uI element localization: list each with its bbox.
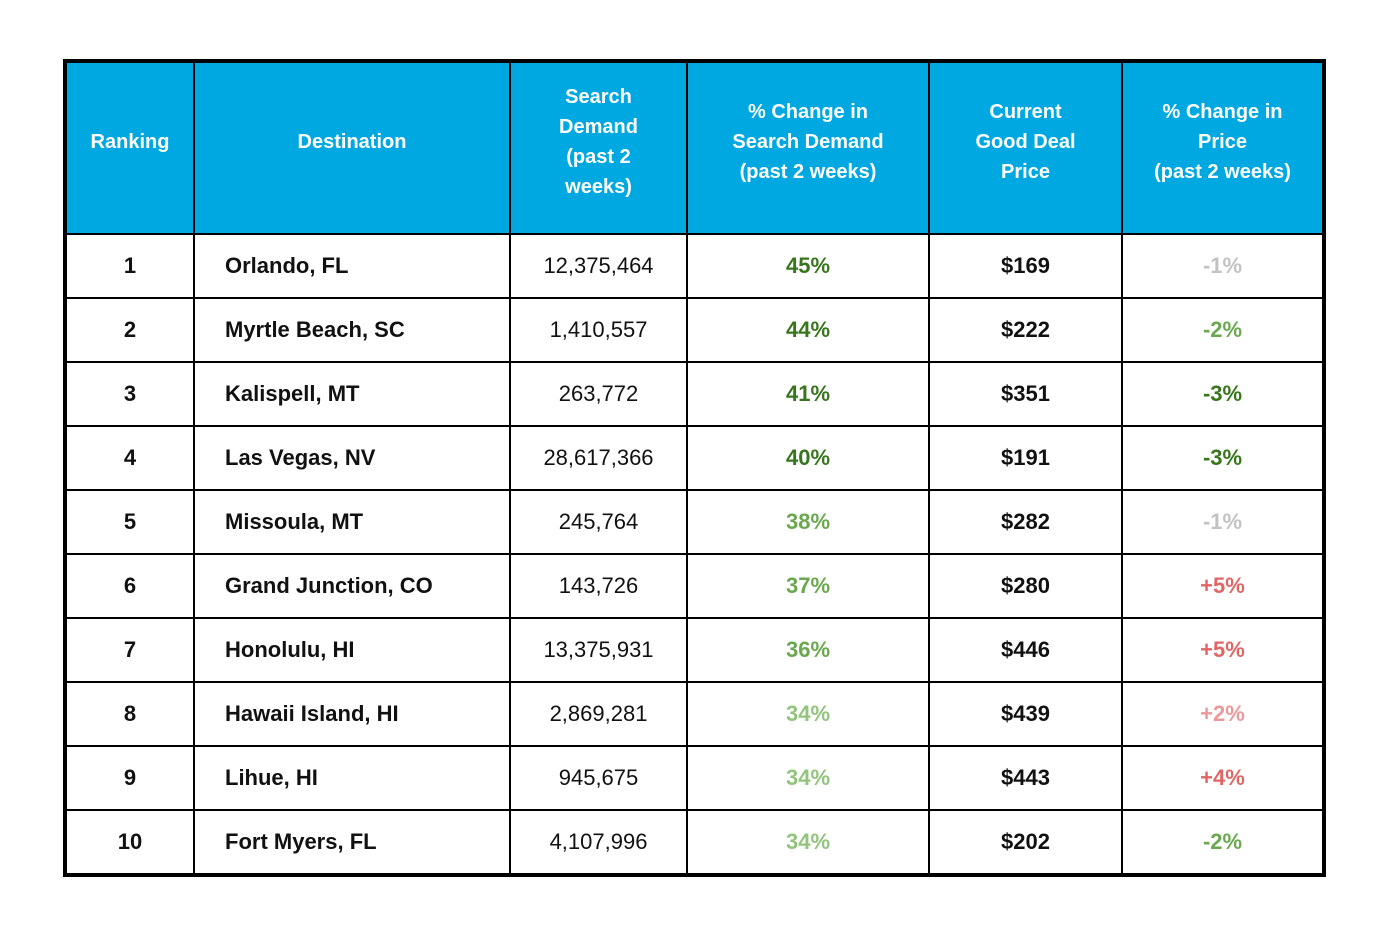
header-price-change: % Change in Price (past 2 weeks) <box>1121 60 1325 235</box>
search-demand-change-cell: 45% <box>686 233 930 299</box>
ranking-cell: 7 <box>64 617 195 683</box>
ranking-cell: 9 <box>64 745 195 811</box>
search-demand-cell: 945,675 <box>509 745 688 811</box>
destination-cell: Honolulu, HI <box>193 617 511 683</box>
table-row: 10 Fort Myers, FL 4,107,996 34% $202 -2% <box>64 809 1325 876</box>
search-demand-cell: 28,617,366 <box>509 425 688 491</box>
header-search-demand-change: % Change in Search Demand (past 2 weeks) <box>686 60 930 235</box>
search-demand-cell: 13,375,931 <box>509 617 688 683</box>
ranking-cell: 5 <box>64 489 195 555</box>
destination-cell: Kalispell, MT <box>193 361 511 427</box>
destination-cell: Fort Myers, FL <box>193 809 511 876</box>
destination-cell: Grand Junction, CO <box>193 553 511 619</box>
table-row: 6 Grand Junction, CO 143,726 37% $280 +5% <box>64 553 1325 619</box>
good-deal-price-cell: $443 <box>928 745 1123 811</box>
table-row: 7 Honolulu, HI 13,375,931 36% $446 +5% <box>64 617 1325 683</box>
search-demand-change-cell: 41% <box>686 361 930 427</box>
table-row: 1 Orlando, FL 12,375,464 45% $169 -1% <box>64 233 1325 299</box>
good-deal-price-cell: $439 <box>928 681 1123 747</box>
ranking-cell: 8 <box>64 681 195 747</box>
ranking-cell: 3 <box>64 361 195 427</box>
good-deal-price-cell: $351 <box>928 361 1123 427</box>
ranking-cell: 2 <box>64 297 195 363</box>
ranking-cell: 1 <box>64 233 195 299</box>
price-change-cell: -3% <box>1121 361 1325 427</box>
destination-search-demand-table: Ranking Destination Search Demand (past … <box>63 59 1326 877</box>
destination-cell: Missoula, MT <box>193 489 511 555</box>
search-demand-change-cell: 37% <box>686 553 930 619</box>
table-row: 2 Myrtle Beach, SC 1,410,557 44% $222 -2% <box>64 297 1325 363</box>
good-deal-price-cell: $282 <box>928 489 1123 555</box>
search-demand-change-cell: 38% <box>686 489 930 555</box>
header-ranking: Ranking <box>64 60 195 235</box>
good-deal-price-cell: $191 <box>928 425 1123 491</box>
price-change-cell: +5% <box>1121 553 1325 619</box>
good-deal-price-cell: $280 <box>928 553 1123 619</box>
search-demand-change-cell: 40% <box>686 425 930 491</box>
search-demand-cell: 143,726 <box>509 553 688 619</box>
header-good-deal-price: Current Good Deal Price <box>928 60 1123 235</box>
table-body: 1 Orlando, FL 12,375,464 45% $169 -1% 2 Myrtle … <box>64 233 1325 876</box>
table-row: 3 Kalispell, MT 263,772 41% $351 -3% <box>64 361 1325 427</box>
price-change-cell: -1% <box>1121 233 1325 299</box>
destination-cell: Lihue, HI <box>193 745 511 811</box>
table-row: 9 Lihue, HI 945,675 34% $443 +4% <box>64 745 1325 811</box>
header-destination: Destination <box>193 60 511 235</box>
table-row: 4 Las Vegas, NV 28,617,366 40% $191 -3% <box>64 425 1325 491</box>
good-deal-price-cell: $202 <box>928 809 1123 876</box>
search-demand-cell: 4,107,996 <box>509 809 688 876</box>
search-demand-cell: 245,764 <box>509 489 688 555</box>
table-row: 8 Hawaii Island, HI 2,869,281 34% $439 +2% <box>64 681 1325 747</box>
ranking-cell: 6 <box>64 553 195 619</box>
price-change-cell: -1% <box>1121 489 1325 555</box>
table-row: 5 Missoula, MT 245,764 38% $282 -1% <box>64 489 1325 555</box>
header-search-demand: Search Demand (past 2 weeks) <box>509 60 688 235</box>
good-deal-price-cell: $446 <box>928 617 1123 683</box>
search-demand-change-cell: 34% <box>686 745 930 811</box>
search-demand-cell: 263,772 <box>509 361 688 427</box>
search-demand-cell: 12,375,464 <box>509 233 688 299</box>
good-deal-price-cell: $169 <box>928 233 1123 299</box>
table-header: Ranking Destination Search Demand (past … <box>64 60 1325 235</box>
search-demand-change-cell: 34% <box>686 809 930 876</box>
ranking-cell: 4 <box>64 425 195 491</box>
destination-cell: Las Vegas, NV <box>193 425 511 491</box>
search-demand-change-cell: 36% <box>686 617 930 683</box>
price-change-cell: +4% <box>1121 745 1325 811</box>
search-demand-change-cell: 34% <box>686 681 930 747</box>
search-demand-cell: 2,869,281 <box>509 681 688 747</box>
price-change-cell: +5% <box>1121 617 1325 683</box>
price-change-cell: -3% <box>1121 425 1325 491</box>
price-change-cell: +2% <box>1121 681 1325 747</box>
price-change-cell: -2% <box>1121 297 1325 363</box>
search-demand-cell: 1,410,557 <box>509 297 688 363</box>
good-deal-price-cell: $222 <box>928 297 1123 363</box>
ranking-cell: 10 <box>64 809 195 876</box>
header-row: Ranking Destination Search Demand (past … <box>64 60 1325 235</box>
destination-cell: Myrtle Beach, SC <box>193 297 511 363</box>
destination-cell: Hawaii Island, HI <box>193 681 511 747</box>
price-change-cell: -2% <box>1121 809 1325 876</box>
destination-cell: Orlando, FL <box>193 233 511 299</box>
search-demand-change-cell: 44% <box>686 297 930 363</box>
